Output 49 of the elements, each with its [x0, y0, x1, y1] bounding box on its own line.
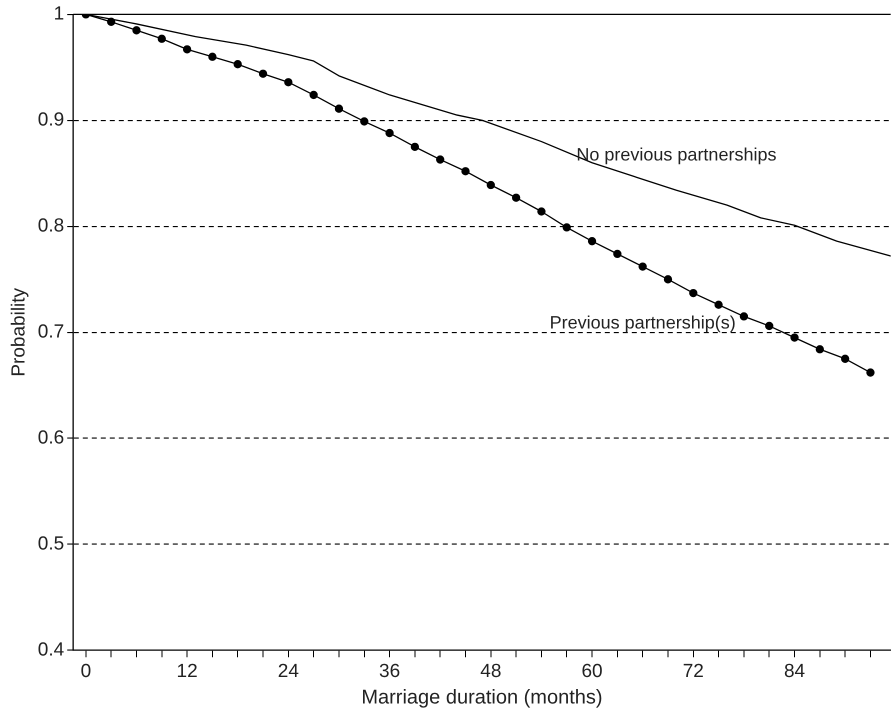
y-axis-title: Probability	[8, 287, 30, 377]
x-tick-label: 84	[784, 660, 806, 682]
point	[234, 60, 242, 68]
point	[486, 180, 495, 190]
point	[866, 368, 875, 377]
point	[689, 288, 698, 298]
point	[385, 128, 394, 138]
point	[664, 275, 672, 284]
point	[310, 90, 318, 100]
point	[537, 207, 546, 216]
point	[284, 78, 292, 86]
point	[410, 142, 420, 152]
point	[714, 300, 723, 309]
y-tick-label: 0.7	[38, 322, 64, 343]
x-tick-label: 24	[278, 660, 300, 682]
point	[840, 354, 850, 363]
x-tick-label: 12	[176, 660, 198, 682]
point	[588, 237, 596, 246]
point	[512, 194, 520, 202]
point	[816, 345, 824, 354]
x-axis-title: Marriage duration (months)	[361, 686, 603, 709]
point	[790, 333, 799, 342]
x-tick-label: 60	[581, 660, 603, 682]
x-tick-label: 36	[379, 660, 400, 682]
x-tick-label: 0	[80, 660, 92, 682]
y-tick-label: 1	[54, 4, 64, 25]
point	[334, 104, 344, 113]
point	[461, 167, 470, 176]
x-tick-label: 72	[682, 660, 704, 682]
point	[158, 34, 166, 43]
point	[182, 45, 192, 54]
y-tick-label: 0.9	[38, 110, 64, 131]
point	[132, 26, 141, 34]
x-tick-label: 48	[480, 660, 502, 682]
point	[562, 223, 571, 232]
point	[765, 322, 774, 330]
series-label: Previous partnership(s)	[550, 312, 736, 333]
point	[208, 52, 217, 61]
y-tick-label: 0.8	[38, 216, 64, 237]
point	[638, 262, 647, 271]
y-tick-label: 0.4	[38, 639, 65, 660]
point	[360, 117, 368, 126]
point	[613, 250, 622, 258]
point	[436, 155, 444, 164]
point	[740, 312, 748, 321]
y-tick-label: 0.6	[38, 428, 64, 448]
y-tick-label: 0.5	[38, 533, 64, 554]
series-label: No previous partnerships	[576, 144, 776, 164]
point	[258, 70, 268, 78]
